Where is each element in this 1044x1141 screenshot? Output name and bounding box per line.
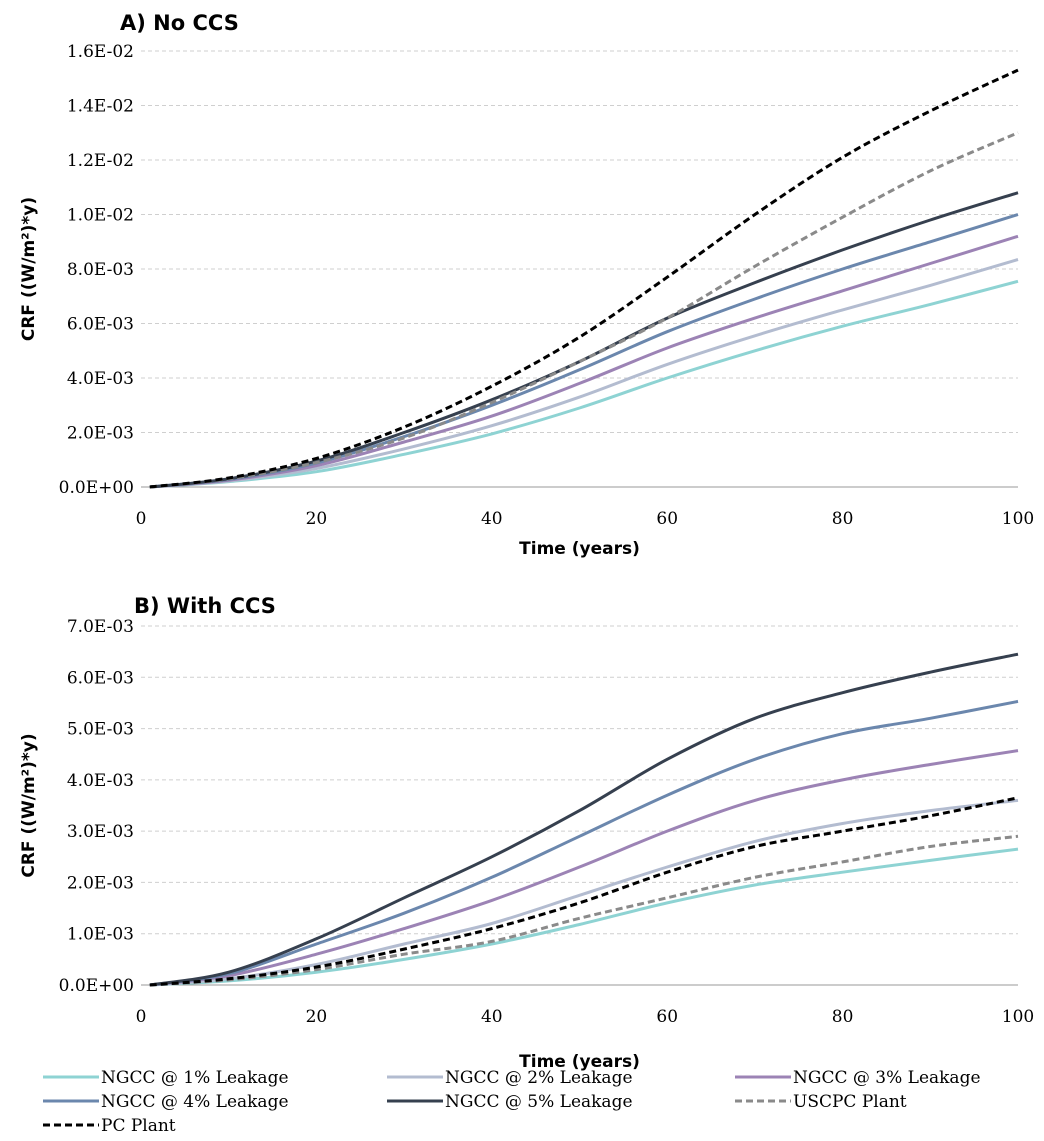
x-tick-label: 20 <box>306 1007 328 1027</box>
panel-no-ccs: A) No CCS 0.0E+00 2.0E-03 4.0E-03 6.0E-03 8.… <box>19 11 1034 559</box>
y-tick-label: 1.0E-03 <box>67 925 134 945</box>
legend-label: NGCC @ 3% Leakage <box>793 1068 981 1088</box>
series-line <box>149 258 1019 489</box>
legend-label: NGCC @ 2% Leakage <box>445 1068 633 1088</box>
y-tick-label: 4.0E-03 <box>67 369 134 389</box>
x-tick-label: 80 <box>832 1007 854 1027</box>
series-line <box>149 796 1019 987</box>
y-tick-label: 4.0E-03 <box>67 771 134 791</box>
x-tick-label: 0 <box>136 1007 147 1027</box>
y-tick-label: 6.0E-03 <box>67 668 134 688</box>
series-line <box>149 699 1019 987</box>
legend-label: NGCC @ 4% Leakage <box>101 1092 289 1112</box>
series-line <box>149 279 1019 489</box>
x-tick-label: 40 <box>481 509 503 529</box>
y-tick-label: 2.0E-03 <box>67 873 134 893</box>
y-tick-label: 7.0E-03 <box>67 617 134 637</box>
panel-title: B) With CCS <box>134 594 276 618</box>
legend-label: NGCC @ 5% Leakage <box>445 1092 633 1112</box>
series-line <box>149 834 1019 987</box>
y-tick-label: 1.4E-02 <box>67 97 134 117</box>
x-tick-label: 40 <box>481 1007 503 1027</box>
x-axis-title: Time (years) <box>519 1052 640 1072</box>
y-tick-label: 1.2E-02 <box>67 151 134 171</box>
legend: NGCC @ 1% Leakage NGCC @ 2% Leakage NGCC @… <box>43 1068 981 1136</box>
series-line <box>149 191 1019 489</box>
x-tick-label: 60 <box>656 509 678 529</box>
y-tick-label: 5.0E-03 <box>67 720 134 740</box>
x-tick-label: 60 <box>656 1007 678 1027</box>
y-tick-label: 3.0E-03 <box>67 822 134 842</box>
y-tick-label: 1.0E-02 <box>67 206 134 226</box>
y-tick-label: 1.6E-02 <box>67 42 134 62</box>
y-tick-label: 8.0E-03 <box>67 260 134 280</box>
x-tick-label: 100 <box>1002 1007 1034 1027</box>
series-line <box>149 749 1019 987</box>
series-line <box>149 652 1019 987</box>
x-tick-label: 100 <box>1002 509 1034 529</box>
series-line <box>149 213 1019 489</box>
x-tick-label: 0 <box>136 509 147 529</box>
x-axis-title: Time (years) <box>519 539 640 559</box>
legend-label: NGCC @ 1% Leakage <box>101 1068 289 1088</box>
series-line <box>149 798 1019 987</box>
panel-with-ccs: B) With CCS 0.0E+00 1.0E-03 2.0E-03 3.0E-03… <box>19 594 1034 1072</box>
series-line <box>149 847 1019 987</box>
y-tick-label: 6.0E-03 <box>67 315 134 335</box>
y-axis-title: CRF ((W/m²)*y) <box>19 733 39 877</box>
y-tick-label: 0.0E+00 <box>59 478 134 498</box>
legend-label: PC Plant <box>101 1116 176 1136</box>
y-tick-label: 0.0E+00 <box>59 976 134 996</box>
panel-title: A) No CCS <box>120 11 239 35</box>
y-axis-title: CRF ((W/m²)*y) <box>19 197 39 341</box>
series-line <box>149 68 1019 489</box>
series-line <box>149 131 1019 489</box>
legend-label: USCPC Plant <box>793 1092 907 1112</box>
x-tick-label: 80 <box>832 509 854 529</box>
series-line <box>149 234 1019 489</box>
y-tick-label: 2.0E-03 <box>67 424 134 444</box>
x-tick-label: 20 <box>306 509 328 529</box>
